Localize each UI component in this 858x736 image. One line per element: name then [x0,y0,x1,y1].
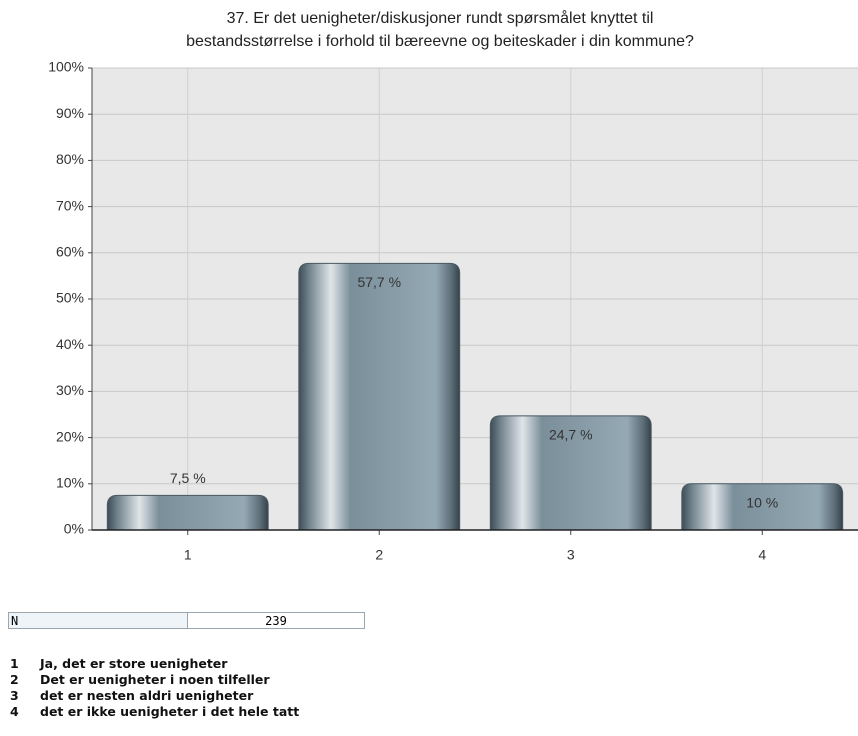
legend-key: 2 [10,672,19,687]
legend-item: 2 Det er uenigheter i noen tilfeller [10,672,299,688]
y-tick-label: 50% [56,290,84,306]
legend-item: 3 det er nesten aldri uenigheter [10,688,299,704]
n-table: N 239 [8,612,365,629]
y-tick-label: 60% [56,244,84,260]
x-tick-label: 4 [758,547,766,563]
y-tick-label: 100% [48,59,84,75]
legend: 1 Ja, det er store uenigheter 2 Det er ueni… [10,656,299,720]
legend-text: Det er uenigheter i noen tilfeller [40,672,270,687]
bar [489,415,652,531]
value-label: 57,7 % [357,274,401,290]
legend-text: det er ikke uenigheter i det hele tatt [40,704,300,719]
x-tick-label: 1 [184,547,192,563]
bar [106,494,269,531]
chart-title: bestandsstørrelse i forhold til bæreevne… [186,33,694,50]
legend-item: 4 det er ikke uenigheter i det hele tatt [10,704,299,720]
value-label: 7,5 % [170,470,206,486]
bar [298,262,461,531]
chart-title: 37. Er det uenigheter/diskusjoner rundt … [227,9,654,27]
y-tick-label: 10% [56,475,84,491]
n-row: N 239 [8,612,365,629]
legend-text: Ja, det er store uenigheter [40,656,228,671]
value-label: 24,7 % [549,427,593,443]
x-tick-label: 3 [567,547,575,563]
y-tick-label: 20% [56,428,84,444]
y-tick-label: 30% [56,382,84,398]
y-tick-label: 70% [56,197,84,213]
n-label: N [8,612,188,629]
x-tick-label: 2 [375,547,383,563]
legend-key: 3 [10,688,19,703]
y-tick-label: 90% [56,105,84,121]
y-tick-label: 80% [56,151,84,167]
legend-item: 1 Ja, det er store uenigheter [10,656,299,672]
legend-text: det er nesten aldri uenigheter [40,688,254,703]
n-value: 239 [187,612,365,629]
legend-key: 1 [10,656,19,671]
legend-key: 4 [10,704,19,719]
value-label: 10 % [746,495,778,511]
chart: 37. Er det uenigheter/diskusjoner rundt … [48,9,858,563]
y-tick-label: 0% [64,521,84,537]
y-tick-label: 40% [56,336,84,352]
bar [681,483,844,531]
